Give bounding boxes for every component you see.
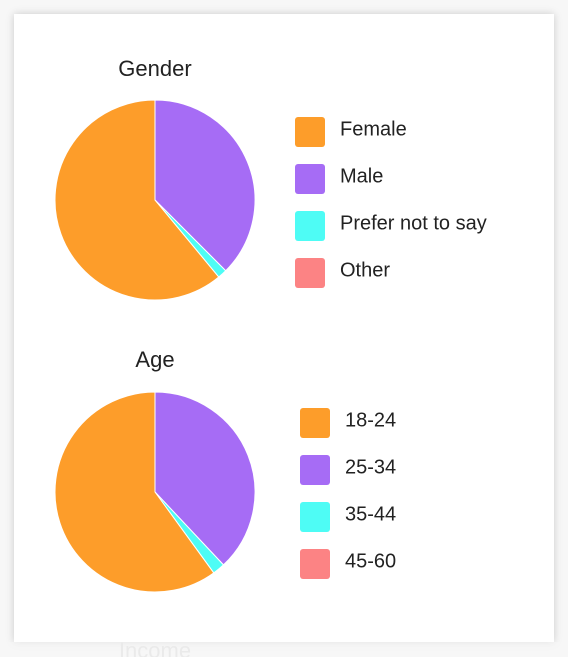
chart-title: Age — [135, 347, 174, 372]
chart-title: Gender — [118, 56, 191, 81]
legend-swatch — [300, 455, 330, 485]
pie-slice — [154, 391, 256, 566]
pie-slice — [54, 391, 215, 593]
legend-swatch — [300, 549, 330, 579]
legend-label: 25-34 — [345, 456, 396, 478]
fade — [0, 642, 568, 657]
legend-label: 35-44 — [345, 503, 396, 525]
legend-swatch — [295, 258, 325, 288]
legend-swatch — [295, 164, 325, 194]
legend-label: Female — [340, 118, 407, 140]
legend-swatch — [295, 117, 325, 147]
legend-swatch — [300, 502, 330, 532]
pie-slice — [54, 99, 220, 301]
legend-label: Prefer not to say — [340, 212, 487, 234]
legend-label: 45-60 — [345, 550, 396, 572]
legend-label: Male — [340, 165, 383, 187]
legend-swatch — [300, 408, 330, 438]
pie-slice — [154, 99, 256, 272]
legend-label: Other — [340, 259, 390, 281]
legend-swatch — [295, 211, 325, 241]
legend-label: 18-24 — [345, 409, 396, 431]
